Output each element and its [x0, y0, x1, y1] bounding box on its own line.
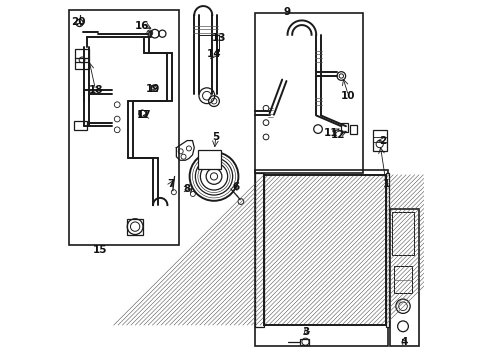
Bar	[341, 123, 348, 132]
Bar	[198, 149, 221, 169]
Bar	[150, 85, 157, 91]
Text: 18: 18	[88, 85, 102, 95]
Text: 5: 5	[212, 132, 219, 142]
Bar	[74, 121, 86, 130]
Text: 3: 3	[301, 327, 308, 337]
Bar	[255, 13, 362, 173]
Bar	[372, 130, 386, 151]
Bar	[386, 173, 388, 327]
Bar	[394, 266, 411, 293]
Text: 12: 12	[330, 130, 344, 140]
Text: 15: 15	[93, 245, 107, 255]
Bar	[264, 175, 386, 325]
Text: 8: 8	[183, 184, 190, 194]
Text: 7: 7	[167, 179, 174, 189]
Text: 6: 6	[231, 182, 239, 192]
Bar	[389, 210, 418, 346]
Text: 9: 9	[284, 7, 290, 17]
Bar	[139, 110, 145, 117]
Text: 1: 1	[382, 179, 389, 189]
Text: 20: 20	[71, 17, 86, 27]
Text: 13: 13	[212, 33, 226, 43]
Bar	[255, 173, 264, 327]
Text: 2: 2	[378, 136, 386, 145]
Text: 10: 10	[341, 91, 355, 101]
Bar	[69, 10, 179, 244]
Text: 16: 16	[135, 21, 149, 31]
Bar	[255, 170, 387, 346]
Text: 4: 4	[400, 337, 407, 347]
Bar	[300, 338, 308, 345]
Text: 11: 11	[323, 129, 337, 138]
Text: 17: 17	[137, 111, 151, 121]
Bar	[75, 49, 89, 69]
Text: 14: 14	[206, 49, 221, 59]
Text: 19: 19	[145, 84, 160, 94]
Bar	[127, 219, 142, 234]
Bar	[391, 212, 414, 255]
Bar	[349, 125, 356, 134]
